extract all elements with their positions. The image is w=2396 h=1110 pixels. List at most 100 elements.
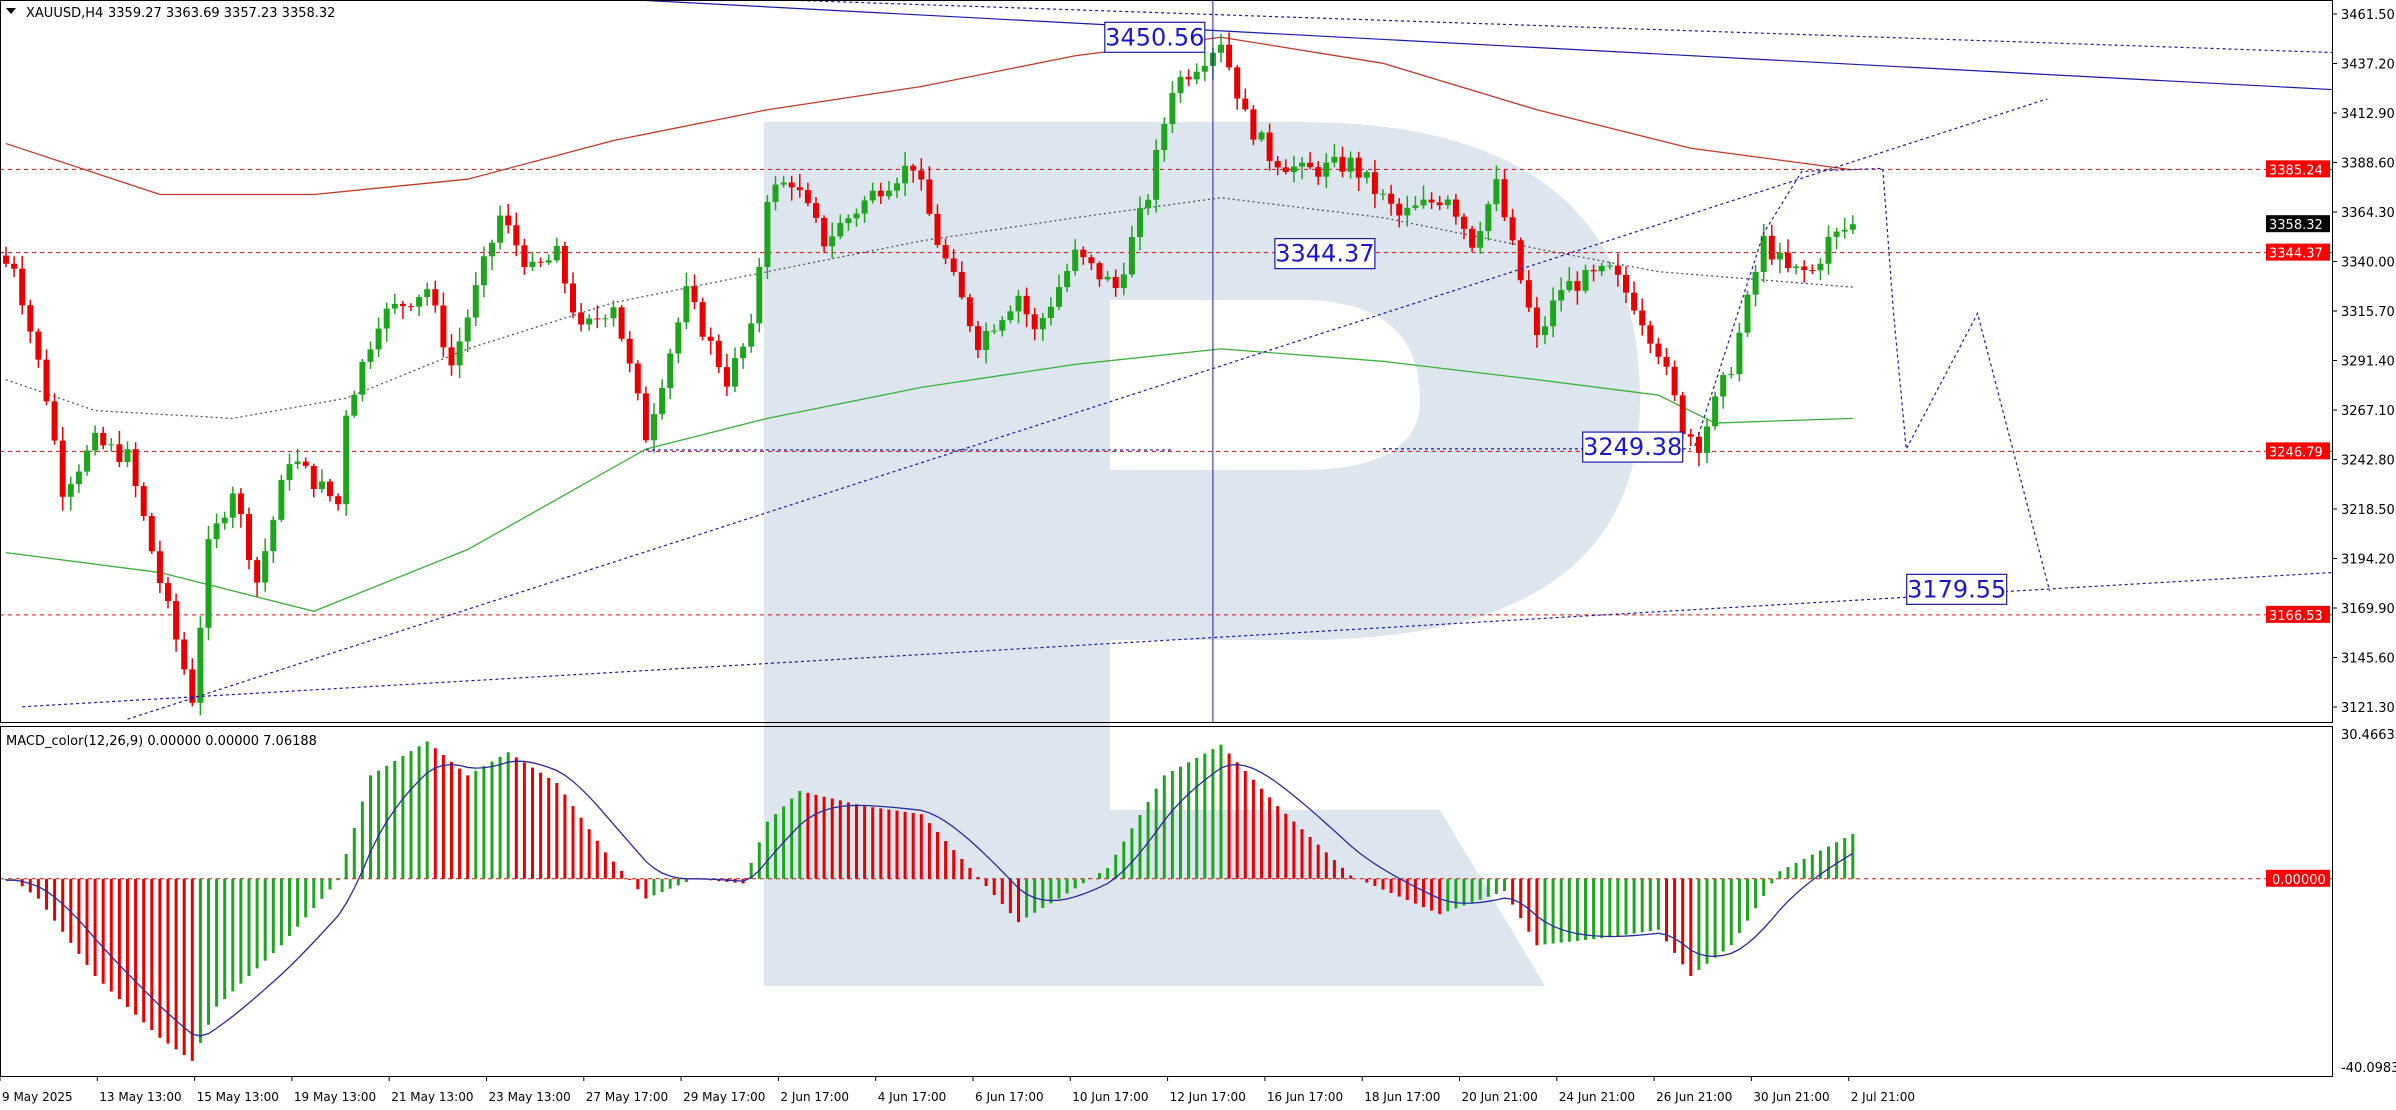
candle-body	[780, 182, 787, 185]
candle	[1169, 81, 1176, 134]
candle-body	[399, 303, 406, 307]
candle	[1550, 287, 1557, 338]
candle	[375, 317, 382, 357]
candle-body	[1793, 266, 1800, 269]
candle	[27, 299, 34, 344]
candle-body	[788, 182, 795, 188]
macd-zero-tag	[2266, 869, 2330, 887]
level-price-tag-label: 3385.24	[2269, 163, 2323, 178]
candle	[553, 237, 560, 263]
candle-body	[343, 415, 350, 505]
price-tick-label: 3461.50	[2341, 8, 2395, 23]
candle	[894, 177, 900, 198]
time-tick-label: 10 Jun 17:00	[1072, 1090, 1148, 1104]
candle-body	[1477, 231, 1484, 248]
main-plot-frame	[0, 0, 2333, 723]
candle	[1120, 262, 1127, 296]
candle	[416, 294, 423, 317]
candle	[667, 348, 674, 400]
price-annotation-label: 3344.37	[1275, 240, 1374, 268]
time-tick-label: 6 Jun 17:00	[975, 1090, 1044, 1104]
candle	[1833, 227, 1840, 250]
candle	[424, 282, 431, 306]
candle-body	[1736, 332, 1743, 375]
price-annotation-label: 3249.38	[1583, 433, 1682, 461]
candle	[1614, 253, 1621, 287]
time-tick-label: 24 Jun 21:00	[1559, 1090, 1635, 1104]
price-tick-label: 3145.60	[2341, 652, 2395, 667]
candle-body	[1290, 166, 1297, 173]
candle-body	[124, 449, 131, 463]
candle	[691, 274, 698, 310]
candle-body	[1323, 162, 1330, 177]
candle-body	[1817, 263, 1824, 271]
candle-body	[1493, 179, 1500, 205]
candle-body	[1218, 44, 1224, 53]
candle	[472, 271, 479, 327]
price-annotation-box	[1274, 237, 1376, 270]
candle	[683, 272, 690, 330]
price-annotation-box	[1104, 21, 1206, 53]
dropdown-triangle-icon[interactable]	[6, 8, 16, 14]
candle	[351, 390, 358, 418]
candle	[1793, 264, 1800, 275]
candle-body	[1849, 224, 1856, 230]
candle-body	[432, 289, 439, 306]
candle-body	[618, 307, 625, 339]
candle	[1533, 296, 1540, 348]
candle	[1072, 239, 1079, 276]
candle	[11, 256, 18, 277]
time-tick-label: 21 May 13:00	[391, 1090, 473, 1104]
candle-body	[408, 306, 414, 308]
candle	[1161, 117, 1168, 162]
candle	[1047, 297, 1054, 326]
candle-body	[181, 639, 188, 670]
candle-body	[92, 432, 99, 451]
candle	[1250, 105, 1257, 146]
candle-body	[594, 318, 601, 320]
moving-average-line	[5, 36, 1853, 196]
candle	[1363, 170, 1370, 184]
candle-body	[335, 496, 342, 505]
trend-line	[625, 0, 2333, 91]
candle	[124, 441, 131, 467]
candle	[740, 343, 747, 369]
candle-body	[1598, 265, 1605, 272]
candle	[1720, 372, 1727, 409]
candle	[1355, 151, 1362, 191]
candle-body	[1420, 199, 1427, 206]
candle	[1096, 261, 1103, 287]
candle-body	[1841, 229, 1848, 232]
candle	[659, 379, 666, 420]
candle-body	[845, 218, 852, 224]
candle	[1064, 263, 1071, 292]
candle-body	[715, 340, 722, 368]
candle	[1631, 281, 1638, 315]
candle	[1290, 155, 1297, 183]
candle-body	[537, 261, 544, 263]
candle-body	[1833, 231, 1840, 237]
time-tick-label: 29 May 17:00	[683, 1090, 765, 1104]
candle	[1477, 221, 1484, 254]
candle	[197, 616, 204, 716]
candle-body	[610, 307, 617, 319]
candle-body	[1671, 366, 1678, 396]
candle	[1331, 143, 1338, 168]
candle	[1266, 123, 1273, 171]
candle-body	[1574, 281, 1581, 291]
level-price-tag	[2266, 243, 2330, 261]
candle-body	[1720, 375, 1727, 397]
candle-body	[1169, 93, 1176, 125]
candle	[1501, 169, 1508, 222]
candle-body	[885, 190, 892, 197]
candle-body	[1687, 434, 1694, 437]
candle-body	[804, 190, 811, 204]
candle-body	[213, 523, 220, 540]
candle	[764, 195, 771, 280]
candle-body	[1064, 270, 1071, 288]
candle-body	[1785, 252, 1791, 269]
candle	[505, 203, 512, 234]
candle	[966, 293, 973, 333]
candle	[19, 255, 26, 315]
